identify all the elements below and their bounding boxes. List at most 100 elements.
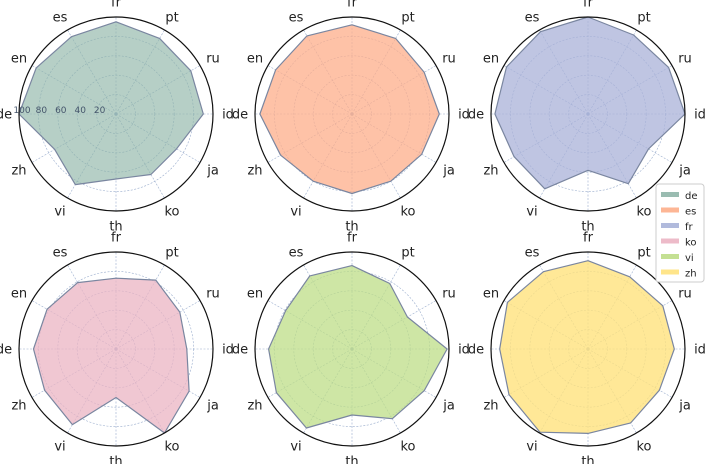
category-label-ko: ko bbox=[636, 205, 651, 220]
category-label-fr: fr bbox=[583, 231, 594, 246]
series-area-vi bbox=[268, 265, 448, 429]
category-label-fr: fr bbox=[583, 0, 594, 11]
radar-panel-vi: fr pt ru id ja ko th vi zh de en es bbox=[232, 231, 470, 464]
category-label-th: th bbox=[109, 220, 122, 235]
category-label-fr: fr bbox=[347, 0, 358, 11]
category-label-fr: fr bbox=[347, 231, 358, 246]
category-label-id: id bbox=[458, 108, 470, 123]
category-label-pt: pt bbox=[165, 246, 178, 261]
legend-label-vi: vi bbox=[685, 253, 694, 264]
category-label-vi: vi bbox=[54, 205, 65, 220]
legend: de es fr ko vi zh bbox=[655, 183, 705, 283]
category-label-ja: ja bbox=[678, 164, 691, 179]
category-label-th: th bbox=[345, 220, 358, 235]
category-label-id: id bbox=[222, 343, 234, 358]
category-label-th: th bbox=[581, 455, 594, 464]
legend-label-es: es bbox=[685, 207, 696, 218]
category-label-en: en bbox=[247, 287, 263, 302]
category-label-de: de bbox=[0, 108, 12, 123]
outer-circle bbox=[490, 251, 686, 447]
category-label-zh: zh bbox=[483, 399, 498, 414]
spoke-pt bbox=[351, 264, 401, 350]
category-label-ko: ko bbox=[164, 440, 179, 455]
category-label-vi: vi bbox=[290, 440, 301, 455]
category-label-de: de bbox=[468, 108, 484, 123]
category-label-id: id bbox=[694, 343, 706, 358]
category-label-de: de bbox=[0, 343, 12, 358]
legend-swatch-fr bbox=[661, 223, 679, 228]
category-label-ru: ru bbox=[678, 52, 692, 67]
category-label-pt: pt bbox=[637, 11, 650, 26]
category-label-vi: vi bbox=[526, 205, 537, 220]
outer-circle bbox=[254, 251, 450, 447]
series-area-ko bbox=[32, 277, 190, 434]
legend-swatch-es bbox=[661, 207, 679, 213]
category-label-fr: fr bbox=[111, 231, 122, 246]
category-label-pt: pt bbox=[401, 246, 414, 261]
radial-tick-label-60: 60 bbox=[55, 106, 67, 116]
spoke-en bbox=[267, 300, 353, 350]
radar-panel-ko: fr pt ru id ja ko th vi zh de en es bbox=[0, 231, 234, 464]
legend-swatch-de bbox=[661, 192, 679, 197]
legend-label-de: de bbox=[685, 191, 698, 202]
category-label-vi: vi bbox=[526, 440, 537, 455]
category-label-vi: vi bbox=[290, 205, 301, 220]
category-label-de: de bbox=[232, 343, 248, 358]
spoke-ru bbox=[115, 300, 201, 350]
category-label-es: es bbox=[53, 11, 68, 26]
spoke-ru bbox=[351, 300, 437, 350]
category-label-ru: ru bbox=[206, 52, 220, 67]
legend-swatch-vi bbox=[661, 254, 679, 259]
radial-tick-label-100: 100 bbox=[13, 106, 30, 116]
outer-circle bbox=[18, 251, 214, 447]
category-label-th: th bbox=[345, 455, 358, 464]
category-label-zh: zh bbox=[11, 164, 26, 179]
category-label-en: en bbox=[11, 287, 27, 302]
category-label-ko: ko bbox=[400, 440, 415, 455]
category-label-pt: pt bbox=[165, 11, 178, 26]
category-label-ko: ko bbox=[400, 205, 415, 220]
spoke-ja bbox=[587, 113, 673, 163]
spoke-zh bbox=[31, 113, 117, 163]
category-label-ja: ja bbox=[442, 399, 455, 414]
legend-swatch-zh bbox=[661, 269, 679, 275]
category-label-ru: ru bbox=[206, 287, 220, 302]
category-label-en: en bbox=[483, 52, 499, 67]
radial-tick-label-80: 80 bbox=[36, 106, 48, 116]
category-label-pt: pt bbox=[401, 11, 414, 26]
category-label-zh: zh bbox=[483, 164, 498, 179]
category-label-ja: ja bbox=[206, 399, 219, 414]
category-label-fr: fr bbox=[111, 0, 122, 11]
category-label-en: en bbox=[247, 52, 263, 67]
category-label-ja: ja bbox=[206, 164, 219, 179]
legend-label-ko: ko bbox=[685, 238, 697, 249]
radial-tick-label-20: 20 bbox=[94, 106, 106, 116]
category-label-es: es bbox=[289, 246, 304, 261]
radar-panel-zh: fr pt ru id ja ko th vi zh de en es bbox=[468, 231, 706, 464]
category-label-en: en bbox=[483, 287, 499, 302]
series-area-es bbox=[259, 24, 440, 195]
category-label-ja: ja bbox=[442, 164, 455, 179]
category-label-zh: zh bbox=[11, 399, 26, 414]
series-area-de bbox=[18, 21, 204, 186]
category-label-ru: ru bbox=[442, 287, 456, 302]
outer-circle bbox=[254, 16, 450, 212]
category-label-th: th bbox=[581, 220, 594, 235]
spoke-ja bbox=[115, 113, 201, 163]
outer-circle bbox=[490, 16, 686, 212]
spoke-es bbox=[67, 264, 117, 350]
series-area-zh bbox=[499, 260, 675, 434]
spoke-ko bbox=[351, 113, 401, 199]
category-label-es: es bbox=[53, 246, 68, 261]
outer-circle bbox=[18, 16, 214, 212]
category-label-ko: ko bbox=[636, 440, 651, 455]
spoke-ko bbox=[115, 113, 165, 199]
category-label-th: th bbox=[109, 455, 122, 464]
category-label-es: es bbox=[525, 246, 540, 261]
category-label-id: id bbox=[222, 108, 234, 123]
legend-swatch-ko bbox=[661, 238, 679, 244]
category-label-es: es bbox=[525, 11, 540, 26]
category-label-zh: zh bbox=[247, 164, 262, 179]
category-label-ko: ko bbox=[164, 205, 179, 220]
